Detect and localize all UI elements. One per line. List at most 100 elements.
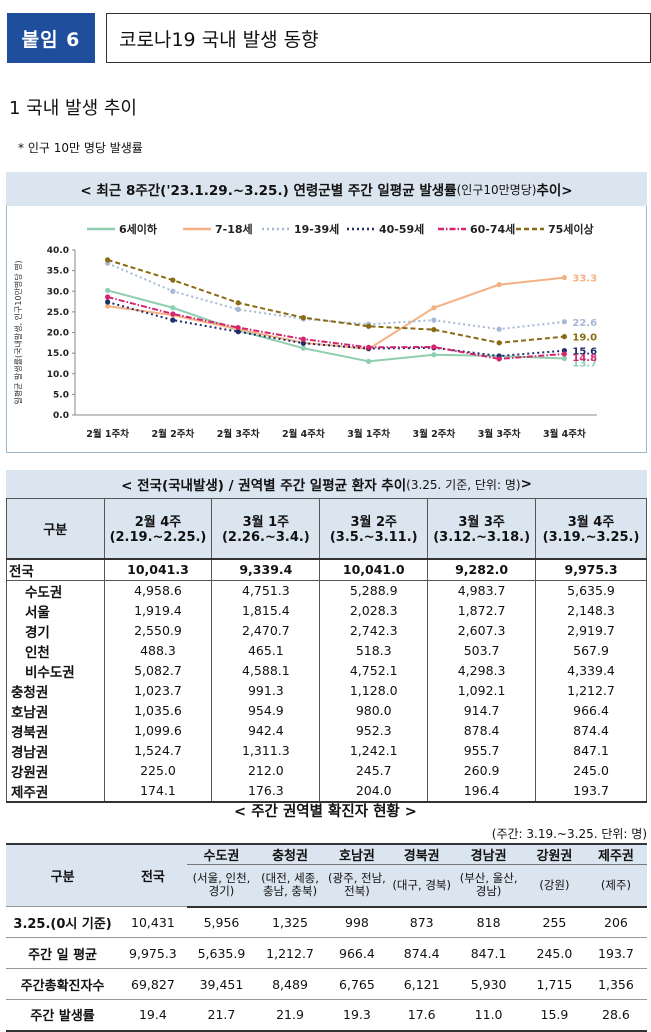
table-cell: 6,121 <box>390 968 454 1000</box>
end-value-label: 15.6 <box>572 347 597 358</box>
table-cell: 488.3 <box>103 640 213 661</box>
data-point <box>431 305 437 311</box>
table2-subheader-row: (서울, 인천, 경기) (대전, 세종, 충남, 충북) (광주, 전남, 전… <box>6 864 647 908</box>
table-cell: 847.1 <box>453 937 524 969</box>
table-cell: 4,983.7 <box>427 580 537 601</box>
data-point <box>366 358 372 364</box>
data-point <box>105 257 111 263</box>
table-cell: 225.0 <box>103 760 213 781</box>
table-cell: 11.0 <box>453 999 524 1032</box>
table-cell: 176.3 <box>211 780 321 803</box>
table1-col-header: 3월 3주 (3.12.~3.18.) <box>427 498 537 559</box>
region-name: 경북권 <box>390 843 454 865</box>
table-cell: 4,339.4 <box>535 660 647 681</box>
data-point <box>300 336 306 342</box>
end-value-label: 22.6 <box>572 318 597 329</box>
data-point <box>105 299 111 305</box>
data-point <box>170 305 176 311</box>
table-cell: 873 <box>390 906 454 938</box>
week-label: 3월 1주 <box>242 515 290 531</box>
x-tick-label: 3월 4주차 <box>543 428 586 440</box>
table-cell: 10,041.3 <box>103 557 213 581</box>
end-value-label: 14.8 <box>572 353 597 364</box>
table-cell: 1,356 <box>584 968 647 1000</box>
table-cell: 1,524.7 <box>103 740 213 761</box>
table-cell: 818 <box>453 906 524 938</box>
table-cell: 1,311.3 <box>211 740 321 761</box>
table-cell: 2,028.3 <box>319 600 429 621</box>
chart-frame <box>6 172 647 453</box>
document-title: 코로나19 국내 발생 동향 <box>106 13 651 63</box>
table-cell: 4,298.3 <box>427 660 537 681</box>
series-line <box>107 262 565 331</box>
table-row: 서울 1,919.4 1,815.4 2,028.3 1,872.7 2,148.3 <box>6 600 647 621</box>
series-line <box>107 289 565 363</box>
chart-title-unit: (인구10만명당) <box>456 182 537 197</box>
table-cell: 204.0 <box>319 780 429 803</box>
table-cell: 1,099.6 <box>103 720 213 741</box>
table-cell: 8,489 <box>256 968 324 1000</box>
region-desc: (제주) <box>584 864 647 908</box>
row-label: 서울 <box>6 600 105 621</box>
row-label: 경기 <box>6 620 105 641</box>
table-cell: 260.9 <box>427 760 537 781</box>
series-line <box>107 258 565 344</box>
table-row: 제주권 174.1 176.3 204.0 196.4 193.7 <box>6 780 647 803</box>
table-cell: 2,148.3 <box>535 600 647 621</box>
table-cell: 1,023.7 <box>103 680 213 701</box>
legend-label: 75세이상 <box>548 222 594 236</box>
table-cell: 9,282.0 <box>427 557 537 581</box>
table-cell: 942.4 <box>211 720 321 741</box>
table-cell: 954.9 <box>211 700 321 721</box>
table-cell: 1,872.7 <box>427 600 537 621</box>
table1-col-header: 3월 1주 (2.26.~3.4.) <box>211 498 321 559</box>
table1-caption-end: > <box>520 476 532 492</box>
series-line <box>107 296 565 360</box>
regional-confirmed-table: 구분 전국 수도권 충청권 호남권 경북권 경남권 강원권 제주권 (서울, 인… <box>6 843 647 1032</box>
row-label: 주간총확진자수 <box>6 968 120 1000</box>
data-point <box>561 334 567 340</box>
row-label: 인천 <box>6 640 105 661</box>
data-point <box>496 356 502 362</box>
table-cell: 4,752.1 <box>319 660 429 681</box>
table-row: 충청권 1,023.7 991.3 1,128.0 1,092.1 1,212.7 <box>6 680 647 701</box>
table-cell: 2,550.9 <box>103 620 213 641</box>
table1-caption: < 전국(국내발생) / 권역별 주간 일평균 환자 추이 (3.25. 기준,… <box>6 470 647 498</box>
table-cell: 245.0 <box>523 937 585 969</box>
table-cell: 998 <box>323 906 391 938</box>
row-label: 강원권 <box>6 760 105 781</box>
table-cell: 255 <box>523 906 585 938</box>
table-row: 호남권 1,035.6 954.9 980.0 914.7 966.4 <box>6 700 647 721</box>
data-point <box>431 344 437 350</box>
y-tick-label: 40.0 <box>47 246 69 256</box>
table-row: 경기 2,550.9 2,470.7 2,742.3 2,607.3 2,919.7 <box>6 620 647 641</box>
chart-title: < 최근 8주간('23.1.29.~3.25.) 연령군별 주간 일평균 발생… <box>6 172 647 206</box>
table-cell: 193.7 <box>535 780 647 803</box>
appendix-badge: 붙임 6 <box>7 13 95 63</box>
x-tick-label: 3월 3주차 <box>478 428 521 440</box>
table-cell: 1,325 <box>256 906 324 938</box>
data-point <box>561 319 567 325</box>
legend-label: 7-18세 <box>215 222 253 236</box>
data-point <box>300 345 306 351</box>
table-cell: 1,815.4 <box>211 600 321 621</box>
data-point <box>300 340 306 346</box>
table-cell: 212.0 <box>211 760 321 781</box>
table-cell: 5,930 <box>453 968 524 1000</box>
table-cell: 4,751.3 <box>211 580 321 601</box>
table-row: 전국 10,041.3 9,339.4 10,041.0 9,282.0 9,975.3 <box>6 557 647 581</box>
region-desc: (서울, 인천, 경기) <box>186 864 257 908</box>
row-label: 주간 발생률 <box>6 999 120 1032</box>
data-point <box>366 323 372 329</box>
table-row: 주간총확진자수 69,827 39,451 8,489 6,765 6,121 5,930 1… <box>6 968 647 1000</box>
table1-header-row: 구분 2월 4주 (2.19.~2.25.) 3월 1주 (2.26.~3.4.) … <box>6 498 647 559</box>
table-cell: 1,212.7 <box>535 680 647 701</box>
row-label: 주간 일 평균 <box>6 937 120 969</box>
series-line <box>107 301 565 358</box>
series-line <box>107 276 565 351</box>
table-cell: 9,975.3 <box>535 557 647 581</box>
week-range: (2.19.~2.25.) <box>109 530 207 546</box>
table-cell: 966.4 <box>323 937 391 969</box>
x-tick-label: 3월 1주차 <box>347 428 390 440</box>
section-heading: 1 국내 발생 추이 <box>9 98 137 119</box>
